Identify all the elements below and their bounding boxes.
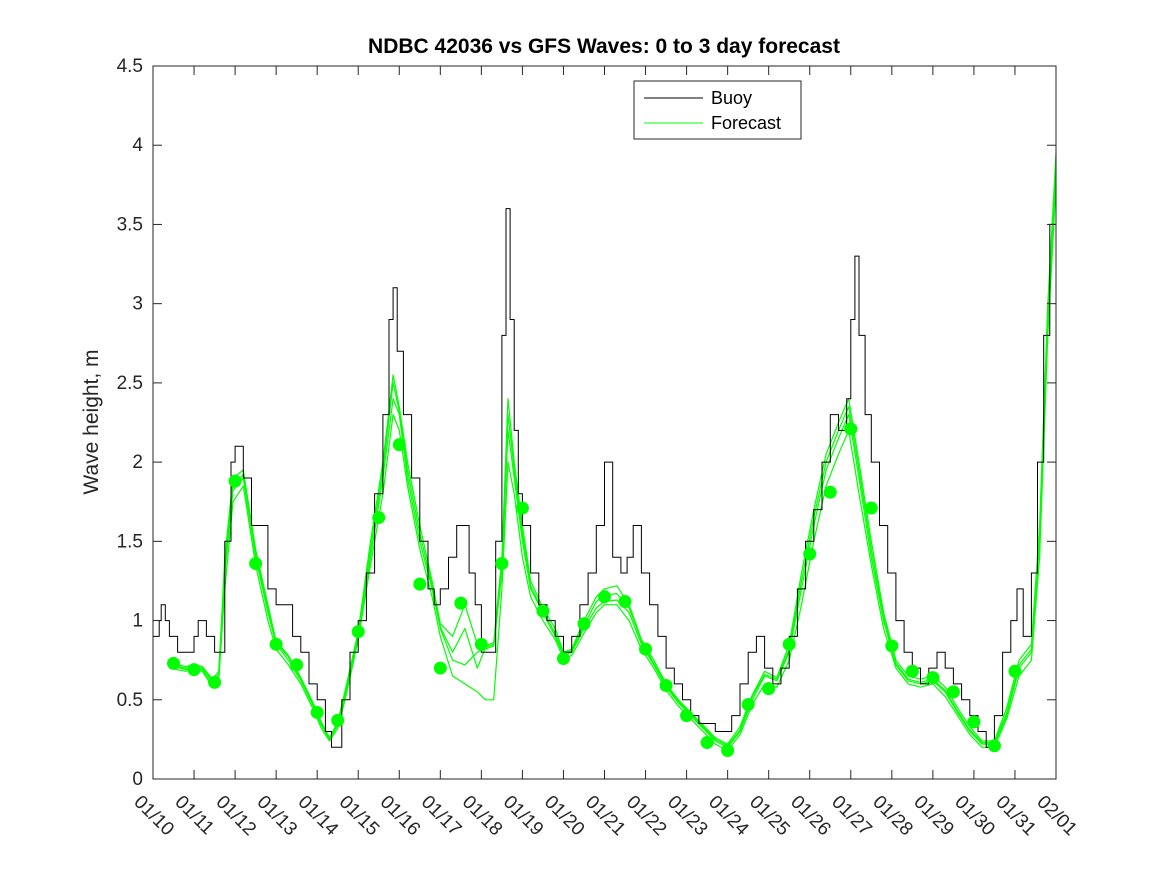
legend: Buoy Forecast: [633, 80, 802, 140]
y-tick-label: 3: [132, 294, 143, 315]
forecast-marker: [680, 709, 694, 723]
forecast-marker: [249, 557, 263, 571]
forecast-marker: [741, 698, 755, 712]
y-tick-label: 1.5: [117, 531, 143, 552]
y-tick-label: 0: [132, 769, 143, 790]
forecast-marker: [228, 474, 242, 488]
forecast-marker: [1008, 664, 1022, 678]
y-tick-label: 3.5: [117, 214, 143, 235]
daily-markers: [167, 422, 1022, 757]
forecast-marker: [310, 705, 324, 719]
forecast-marker: [762, 682, 776, 696]
forecast-marker: [803, 547, 817, 561]
forecast-marker: [577, 617, 591, 631]
forecast-marker: [926, 671, 940, 685]
forecast-marker: [823, 485, 837, 499]
y-axis: 0 0.5 1 1.5 2 2.5 3 3.5 4 4.5: [117, 56, 1056, 790]
y-tick-label: 4: [132, 135, 143, 156]
plot-area: [153, 66, 1056, 779]
y-tick-label: 4.5: [117, 56, 143, 77]
forecast-marker: [864, 501, 878, 515]
forecast-marker: [659, 679, 673, 693]
forecast-marker: [515, 501, 529, 515]
forecast-marker: [905, 664, 919, 678]
forecast-marker: [700, 736, 714, 750]
forecast-marker: [392, 438, 406, 452]
buoy-line: [153, 129, 1057, 748]
forecast-marker: [946, 685, 960, 699]
y-tick-label: 1: [132, 611, 143, 632]
y-tick-label: 0.5: [117, 690, 143, 711]
forecast-marker: [987, 739, 1001, 753]
forecast-marker: [351, 625, 365, 639]
forecast-marker: [556, 652, 570, 666]
forecast-marker: [639, 642, 653, 656]
forecast-marker: [885, 639, 899, 653]
forecast-marker: [372, 511, 386, 525]
y-tick-label: 2.5: [117, 373, 143, 394]
forecast-marker: [167, 656, 181, 670]
forecast-marker: [967, 715, 981, 729]
forecast-marker: [290, 658, 304, 672]
legend-box: [633, 80, 802, 140]
forecast-marker: [844, 422, 858, 436]
forecast-marker: [495, 557, 509, 571]
forecast-marker: [187, 663, 201, 677]
forecast-marker: [598, 590, 611, 604]
forecast-marker: [721, 743, 735, 757]
forecast-marker: [269, 637, 283, 651]
series-layer: [153, 129, 1057, 752]
forecast-marker: [433, 661, 447, 675]
forecast-marker: [782, 637, 796, 651]
y-axis-label: Wave height, m: [80, 349, 103, 494]
legend-forecast-label: Forecast: [711, 113, 781, 133]
forecast-marker: [331, 713, 345, 727]
forecast-line: [169, 184, 1057, 752]
forecast-marker: [618, 595, 632, 609]
y-tick-label: 2: [132, 452, 143, 473]
forecast-marker: [474, 637, 488, 651]
chart-title: NDBC 42036 vs GFS Waves: 0 to 3 day fore…: [368, 35, 840, 58]
forecast-marker: [208, 675, 222, 689]
forecast-marker: [454, 596, 468, 610]
forecast-marker: [536, 604, 550, 618]
legend-buoy-label: Buoy: [711, 88, 752, 108]
forecast-marker: [413, 577, 427, 591]
